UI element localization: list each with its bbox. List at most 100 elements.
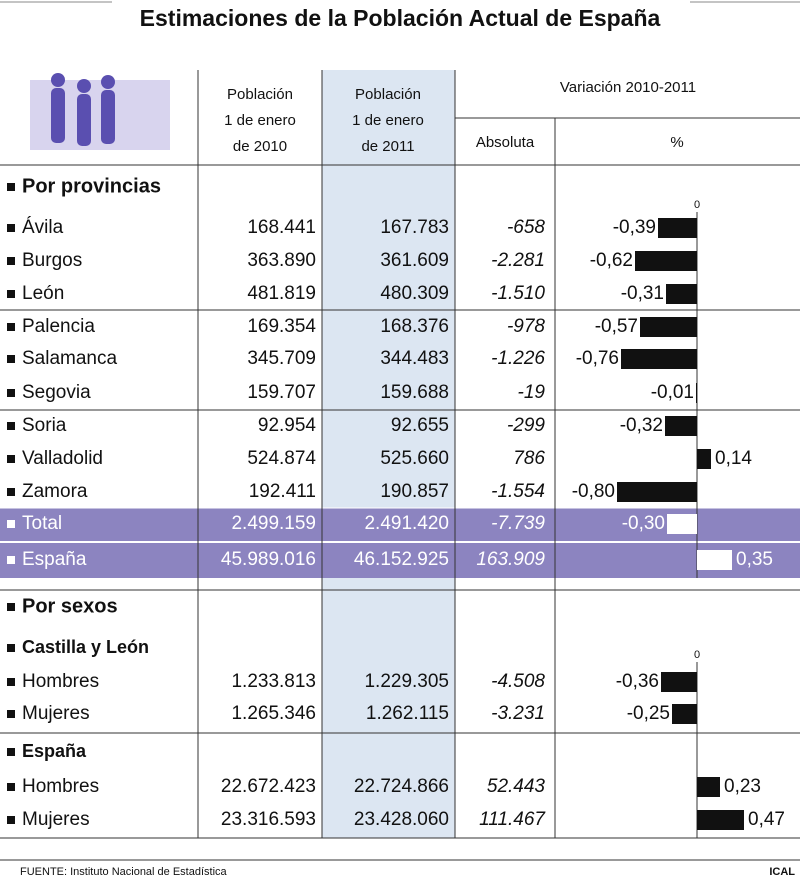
highlight-column <box>322 70 455 838</box>
row-name: Mujeres <box>22 703 90 724</box>
cell: 1.265.346 <box>231 703 316 724</box>
cell: 22.724.866 <box>354 776 449 797</box>
bar <box>621 349 697 369</box>
column-header: Población <box>227 86 293 103</box>
cell: -2.281 <box>491 250 545 271</box>
bar-label: -0,31 <box>621 283 664 304</box>
column-header: Población <box>355 86 421 103</box>
cell: 1.229.305 <box>364 671 449 692</box>
row-name: Valladolid <box>22 448 103 469</box>
cell: 525.660 <box>380 448 449 469</box>
cell: -19 <box>518 382 546 403</box>
bar-label: -0,30 <box>622 513 665 534</box>
cell: 159.688 <box>380 382 449 403</box>
column-header: 1 de enero <box>224 112 296 129</box>
bullet <box>7 710 15 718</box>
bullet <box>7 355 15 363</box>
section-title: Castilla y León <box>22 637 149 657</box>
section-title: Por provincias <box>22 175 161 197</box>
bullet <box>7 520 15 528</box>
credit: ICAL <box>769 866 795 878</box>
row-name: Mujeres <box>22 809 90 830</box>
bullet <box>7 816 15 824</box>
grid <box>0 70 800 861</box>
cell: 168.441 <box>247 217 316 238</box>
bar-label: -0,01 <box>651 382 694 403</box>
source: FUENTE: Instituto Nacional de Estadístic… <box>20 866 228 878</box>
cell: 344.483 <box>380 348 449 369</box>
bullet <box>7 389 15 397</box>
bar <box>697 777 720 797</box>
bar <box>617 482 697 502</box>
cell: 2.499.159 <box>231 513 316 534</box>
bullet <box>7 748 15 756</box>
percent-header: % <box>670 134 683 151</box>
bar <box>665 416 697 436</box>
bar <box>640 317 697 337</box>
section-title: España <box>22 741 87 761</box>
bar <box>672 704 697 724</box>
cell: -299 <box>507 415 545 436</box>
cell: 363.890 <box>247 250 316 271</box>
column-header: de 2010 <box>233 138 287 155</box>
cell: 480.309 <box>380 283 449 304</box>
title: Estimaciones de la Población Actual de E… <box>140 5 661 31</box>
cell: 361.609 <box>380 250 449 271</box>
bullet <box>7 678 15 686</box>
cell: 23.428.060 <box>354 809 449 830</box>
cell: 45.989.016 <box>221 549 316 570</box>
cell: 52.443 <box>487 776 546 797</box>
bar <box>697 449 711 469</box>
absolute-header: Absoluta <box>476 134 535 151</box>
cell: -1.510 <box>491 283 545 304</box>
cell: 92.655 <box>391 415 449 436</box>
row-name: Burgos <box>22 250 82 271</box>
cell: 168.376 <box>380 316 449 337</box>
cell: 192.411 <box>249 481 316 502</box>
section-title: Por sexos <box>22 595 118 617</box>
bar-label: -0,32 <box>620 415 663 436</box>
bar-label: 0,35 <box>736 549 773 570</box>
bar-label: -0,76 <box>576 348 619 369</box>
cell: -1.226 <box>491 348 545 369</box>
cell: 524.874 <box>247 448 316 469</box>
zero-label: 0 <box>694 649 700 661</box>
zero-label: 0 <box>694 199 700 211</box>
cell: 111.467 <box>479 809 546 830</box>
cell: 2.491.420 <box>364 513 449 534</box>
cell: 786 <box>513 448 545 469</box>
row-name: Soria <box>22 415 67 436</box>
bar-label: 0,14 <box>715 448 752 469</box>
cell: 190.857 <box>380 481 449 502</box>
bar-label: -0,62 <box>590 250 633 271</box>
row-name: Segovia <box>22 382 91 403</box>
cell: 23.316.593 <box>221 809 316 830</box>
bar <box>697 550 732 570</box>
bullet <box>7 422 15 430</box>
bullet <box>7 290 15 298</box>
cell: 22.672.423 <box>221 776 316 797</box>
row-name: Palencia <box>22 316 95 337</box>
row-name: Hombres <box>22 671 99 692</box>
bar-label: -0,36 <box>616 671 659 692</box>
row-name: Hombres <box>22 776 99 797</box>
cell: -978 <box>507 316 545 337</box>
bullet <box>7 603 15 611</box>
bar <box>658 218 697 238</box>
cell: 481.819 <box>247 283 316 304</box>
cell: 1.233.813 <box>231 671 316 692</box>
bullet <box>7 488 15 496</box>
row-name: España <box>22 549 87 570</box>
row-name: Salamanca <box>22 348 117 369</box>
bar <box>696 383 697 403</box>
cell: 163.909 <box>476 549 545 570</box>
bar-label: -0,39 <box>613 217 656 238</box>
bullet <box>7 556 15 564</box>
cell: 46.152.925 <box>354 549 449 570</box>
bar-label: 0,47 <box>748 809 785 830</box>
cell: -3.231 <box>491 703 545 724</box>
bullet <box>7 783 15 791</box>
cell: 169.354 <box>247 316 316 337</box>
cell: -7.739 <box>491 513 545 534</box>
